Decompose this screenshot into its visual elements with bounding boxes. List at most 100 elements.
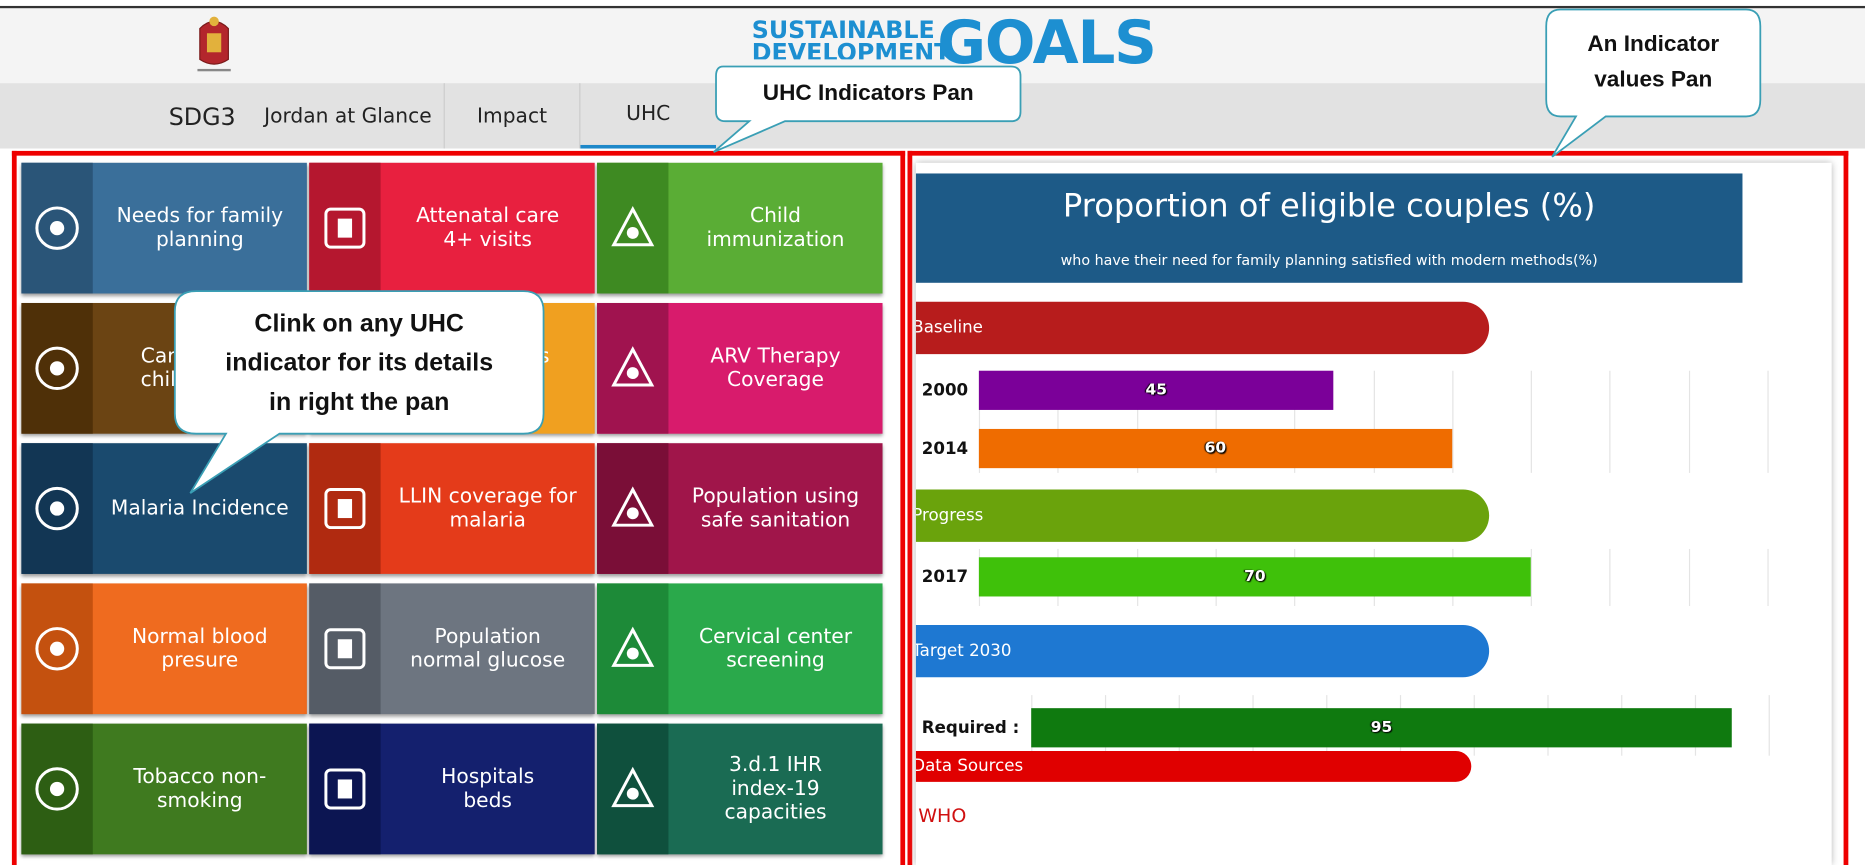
tile-icon-area xyxy=(597,723,669,855)
indicator-tile[interactable]: Child immunization xyxy=(597,162,883,294)
grid-line xyxy=(1373,370,1375,473)
bar-value-label: 70 xyxy=(1244,567,1266,586)
grid-line xyxy=(978,370,981,473)
indicator-tile[interactable]: Population using safe sanitation xyxy=(597,443,883,574)
section-pill: Baseline xyxy=(915,301,1490,355)
indicator-tile[interactable]: Normal blood presure xyxy=(21,583,307,715)
tile-label: 3.d.1 IHR index-19 capacities xyxy=(724,753,827,825)
title-band: Proportion of eligible couples (%) who ha… xyxy=(915,173,1743,283)
grid-line xyxy=(1530,548,1533,606)
sources-label: Data Sources xyxy=(915,756,1024,776)
tile-icon xyxy=(35,346,79,391)
tile-icon xyxy=(35,206,79,250)
tile-label: Population using safe sanitation xyxy=(691,484,860,533)
callout-text: Clink on any UHC indicator for its detai… xyxy=(225,309,494,416)
tile-icon-area xyxy=(309,723,381,855)
indicator-tile[interactable]: Tobacco non- smoking xyxy=(21,723,307,855)
tile-icon xyxy=(35,627,79,671)
grid-line xyxy=(1215,370,1217,473)
tile-icon xyxy=(611,626,655,667)
indicator-tile[interactable]: LLIN coverage for malaria xyxy=(309,443,595,574)
bar-value-label: 95 xyxy=(1370,718,1393,737)
logo-line1: SUSTAINABLE xyxy=(751,15,935,44)
tile-icon xyxy=(324,207,366,249)
section-label: Target 2030 xyxy=(915,641,1012,661)
indicator-tile[interactable]: Hospitals beds xyxy=(309,723,595,855)
callout-text: An Indicator values Pan xyxy=(1587,32,1720,93)
row-label: 2014 xyxy=(921,439,969,459)
section-label: Progress xyxy=(915,506,984,526)
row-label: 2000 xyxy=(921,380,969,400)
nav-tab[interactable]: Impact xyxy=(445,83,581,149)
nav-tab[interactable]: Jordan at Glance xyxy=(252,83,445,149)
tile-icon-area xyxy=(597,443,669,574)
tile-label: Child immunization xyxy=(706,204,845,252)
indicator-tile[interactable]: Cervical center screening xyxy=(597,583,883,715)
bar-value-label: 45 xyxy=(1145,381,1168,400)
callout-shape xyxy=(713,65,1022,153)
sources-pill: Data Sources xyxy=(915,750,1472,782)
tile-label: Normal blood presure xyxy=(132,624,268,673)
tile-icon-area xyxy=(309,583,381,715)
tile-icon xyxy=(35,486,79,531)
tile-icon-area xyxy=(21,162,93,294)
tile-icon xyxy=(324,768,366,810)
tile-icon-area xyxy=(21,302,93,434)
section-pill: Target 2030 xyxy=(915,624,1490,678)
tile-icon-area xyxy=(309,162,381,294)
indicator-tile[interactable]: Attenatal care 4+ visits xyxy=(309,162,595,294)
bar xyxy=(978,370,1334,410)
grid-line xyxy=(1767,370,1769,473)
tile-icon-area xyxy=(309,443,381,574)
tile-icon-area xyxy=(21,443,93,574)
tile-label: Needs for family planning xyxy=(116,204,284,252)
tile-label: Hospitals beds xyxy=(441,765,535,813)
callout-shape xyxy=(1545,8,1762,158)
grid-line xyxy=(1452,370,1454,473)
tile-label: Attenatal care 4+ visits xyxy=(416,204,560,252)
bar-value-label: 60 xyxy=(1204,439,1227,458)
bar xyxy=(978,428,1453,469)
tile-icon-area xyxy=(597,162,669,294)
nav-tab[interactable]: SDG3 xyxy=(168,101,236,131)
tile-label: LLIN coverage for malaria xyxy=(398,484,577,533)
values-pane xyxy=(907,150,1849,865)
logo-line2: DEVELOPMENT xyxy=(751,40,951,60)
tile-icon-area xyxy=(21,583,93,715)
indicator-tile[interactable]: Needs for family planning xyxy=(21,162,307,294)
tile-icon xyxy=(324,488,366,530)
tile-icon-area xyxy=(597,583,669,715)
ministry-logo xyxy=(197,16,231,72)
uhc-pane xyxy=(11,150,906,865)
grid-line xyxy=(1688,370,1690,473)
tile-icon xyxy=(611,205,655,247)
source-item: WHO xyxy=(918,804,967,827)
section-label: Baseline xyxy=(915,318,983,338)
row-label: 2017 xyxy=(921,567,969,587)
grid-line xyxy=(1057,370,1059,473)
panel-subtitle: who have their need for family planning … xyxy=(1060,251,1598,269)
indicator-tile[interactable]: ARV Therapy Coverage xyxy=(597,302,883,434)
bar xyxy=(978,557,1531,597)
tile-label: Cervical center screening xyxy=(698,624,853,673)
grid-line xyxy=(1688,548,1690,606)
tile-icon xyxy=(611,346,655,387)
indicator-tile[interactable]: 3.d.1 IHR index-19 capacities xyxy=(597,723,883,855)
tile-label: Tobacco non- smoking xyxy=(133,765,267,813)
grid-line xyxy=(1609,548,1611,606)
grid-line xyxy=(1136,370,1138,473)
nav-tab-selected[interactable]: UHC xyxy=(580,83,717,149)
bar xyxy=(1031,708,1732,748)
panel-title: Proportion of eligible couples (%) xyxy=(1062,187,1596,225)
tile-label: Population normal glucose xyxy=(410,624,566,673)
indicator-tile[interactable]: Population normal glucose xyxy=(309,583,595,715)
tile-icon-area xyxy=(21,723,93,855)
indicator-tile[interactable]: Malaria Incidence xyxy=(21,443,307,574)
tile-icon xyxy=(611,766,655,808)
tile-icon xyxy=(35,767,79,811)
grid-line xyxy=(1530,370,1533,473)
tile-label: ARV Therapy Coverage xyxy=(710,344,841,393)
